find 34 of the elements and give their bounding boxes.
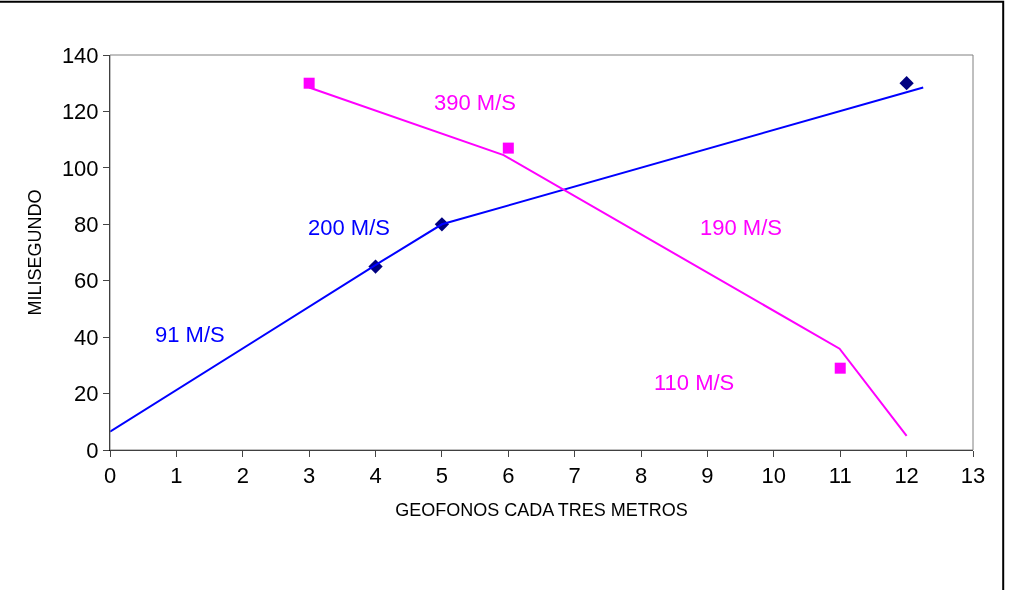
x-tick-label: 9 <box>701 463 714 489</box>
point <box>303 77 315 89</box>
point <box>834 362 846 374</box>
x-tick-label: 5 <box>435 463 449 489</box>
y-tick-label: 60 <box>74 268 99 294</box>
point <box>502 142 514 154</box>
x-tick-label: 0 <box>103 463 117 489</box>
x-tick-label: 10 <box>761 463 787 489</box>
x-tick-label: 4 <box>369 463 382 489</box>
annotation: 110 M/S <box>654 370 735 395</box>
x-tick-label: 8 <box>634 463 648 489</box>
y-tick-label: 40 <box>74 324 99 350</box>
annotation: 91 M/S <box>155 322 225 347</box>
annotation: 200 M/S <box>308 215 390 240</box>
y-tick-label: 100 <box>61 155 99 181</box>
x-tick-label: 7 <box>568 463 581 489</box>
x-tick-label: 6 <box>502 463 515 489</box>
x-tick-label: 13 <box>960 463 986 489</box>
y-tick-label: 0 <box>86 437 99 463</box>
annotation: 390 M/S <box>434 90 516 115</box>
x-tick-label: 12 <box>894 463 919 489</box>
y-tick-label: 140 <box>61 42 99 68</box>
annotation: 190 M/S <box>700 215 782 240</box>
x-tick-label: 3 <box>303 463 316 489</box>
x-tick-label: 2 <box>236 463 249 489</box>
y-axis-title: MILISEGUNDO <box>25 189 46 316</box>
y-tick-label: 80 <box>74 211 99 237</box>
y-tick-label: 20 <box>74 381 99 407</box>
y-tick-label: 120 <box>61 99 99 125</box>
line-series <box>110 86 925 433</box>
x-axis-title: GEOFONOS CADA TRES METROS <box>395 499 688 520</box>
x-tick-label: 1 <box>170 463 183 489</box>
x-tick-label: 11 <box>828 463 852 489</box>
point <box>899 76 914 91</box>
